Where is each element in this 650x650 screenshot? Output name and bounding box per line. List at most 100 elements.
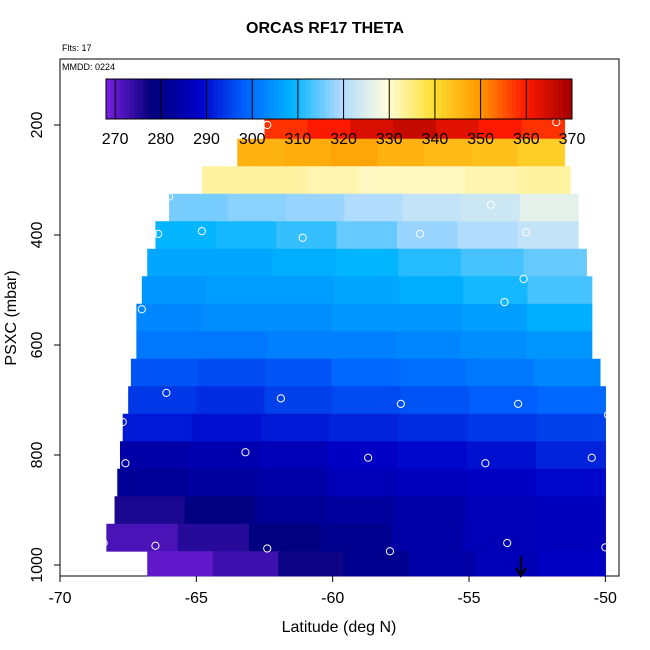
heatmap-cell — [266, 331, 333, 360]
x-axis-label: Latitude (deg N) — [282, 619, 397, 636]
heatmap-cell — [212, 551, 279, 577]
colorbar-segment — [236, 79, 242, 119]
colorbar-segment — [241, 79, 247, 119]
colorbar-segment — [362, 79, 368, 119]
heatmap-cell — [320, 523, 393, 552]
heatmap-cell — [400, 386, 470, 415]
heatmap-cell — [184, 496, 256, 525]
heatmap-cell — [465, 468, 537, 497]
colorbar-segment — [185, 79, 191, 119]
heatmap-cell — [424, 138, 472, 167]
colorbar-segment — [325, 79, 331, 119]
heatmap-cell — [397, 441, 468, 470]
colorbar-tick-label: 360 — [513, 131, 540, 148]
colorbar-segment — [530, 79, 536, 119]
heatmap-cell — [197, 358, 266, 387]
sample-point — [241, 448, 250, 457]
heatmap-cell — [330, 138, 379, 167]
heatmap-cell — [461, 193, 521, 222]
colorbar-segment — [199, 79, 205, 119]
heatmap-cell — [209, 248, 274, 277]
colorbar-segment — [348, 79, 354, 119]
sample-point — [481, 459, 490, 468]
heatmap-cell — [331, 358, 400, 387]
colorbar-segment — [175, 79, 182, 119]
colorbar-segment — [138, 79, 144, 119]
heatmap-cell — [264, 386, 334, 415]
heatmap-cell — [254, 496, 326, 525]
heatmap-cell — [285, 193, 345, 222]
y-axis-label: PSXC (mbar) — [3, 270, 20, 365]
heatmap-cell — [201, 166, 255, 195]
colorbar-tick-label: 340 — [422, 131, 449, 148]
sample-point — [276, 394, 285, 403]
colorbar-tick-label: 290 — [193, 131, 220, 148]
colorbar-segment — [464, 79, 470, 119]
heatmap-cell — [260, 413, 331, 442]
colorbar-segment — [189, 79, 196, 119]
sample-point — [151, 541, 160, 550]
sample-point — [263, 120, 272, 130]
heatmap-cell — [537, 386, 606, 415]
colorbar-segment — [269, 79, 275, 119]
sample-point — [137, 305, 146, 314]
colorbar-tick-label: 280 — [147, 131, 174, 148]
heatmap-cell — [517, 166, 571, 195]
sample-point — [121, 459, 130, 468]
heatmap-cell — [128, 386, 197, 415]
heatmap-cell — [462, 523, 535, 552]
colorbar-segment — [278, 79, 284, 119]
colorbar-segment — [259, 79, 265, 119]
heatmap-cell — [534, 523, 606, 552]
colorbar-segment — [478, 79, 484, 119]
mmdd-label: MMDD: 0224 — [62, 62, 116, 72]
sample-point — [364, 453, 373, 462]
heatmap-cell — [169, 193, 229, 222]
y-tick-label: 400 — [29, 222, 46, 249]
x-axis: -70 -65 -60 -55 -50 — [48, 576, 617, 607]
heatmap-cell — [464, 166, 518, 195]
sample-point — [162, 388, 171, 397]
heatmap-cell — [409, 551, 476, 577]
colorbar-segment — [455, 79, 461, 119]
colorbar-segment — [124, 79, 130, 119]
heatmap-cell — [237, 138, 285, 167]
heatmap-cell — [130, 358, 199, 387]
heatmap-cell — [396, 221, 458, 250]
heatmap-cell — [278, 551, 345, 577]
colorbar-segment — [418, 79, 424, 119]
heatmap-cell — [465, 496, 536, 525]
colorbar-tick-label: 270 — [102, 131, 129, 148]
marker-head — [514, 567, 527, 578]
x-tick-label: -55 — [457, 590, 480, 607]
colorbar-segment — [413, 79, 419, 119]
heatmap-cell — [526, 303, 593, 332]
colorbar-segment — [343, 79, 349, 119]
heatmap-cell — [215, 221, 277, 250]
colorbar-segment — [548, 79, 554, 119]
colorbar-segment — [231, 79, 237, 119]
colorbar-segment — [208, 79, 214, 119]
heatmap-cell — [306, 166, 361, 195]
x-tick-label: -70 — [48, 590, 71, 607]
heatmap-cell — [398, 276, 464, 305]
heatmap-cell — [186, 468, 258, 497]
colorbar-segment — [119, 79, 126, 119]
sample-point — [522, 228, 531, 237]
heatmap-cell — [276, 221, 338, 250]
colorbar-segment — [460, 79, 466, 119]
colorbar-segment — [306, 79, 312, 119]
colorbar-segment — [110, 79, 116, 119]
colorbar-segment — [474, 79, 480, 119]
heatmap-cell — [402, 193, 462, 222]
x-tick-label: -60 — [321, 590, 344, 607]
heatmap-cell — [335, 248, 399, 277]
heatmap-cell — [248, 523, 321, 552]
heatmap-cell — [359, 166, 413, 195]
sample-point — [298, 233, 307, 242]
colorbar-segment — [320, 79, 326, 119]
heatmap-cell — [329, 413, 400, 442]
heatmap-cell — [324, 496, 396, 525]
heatmap-cell — [206, 276, 271, 305]
y-tick-label: 600 — [29, 332, 46, 359]
